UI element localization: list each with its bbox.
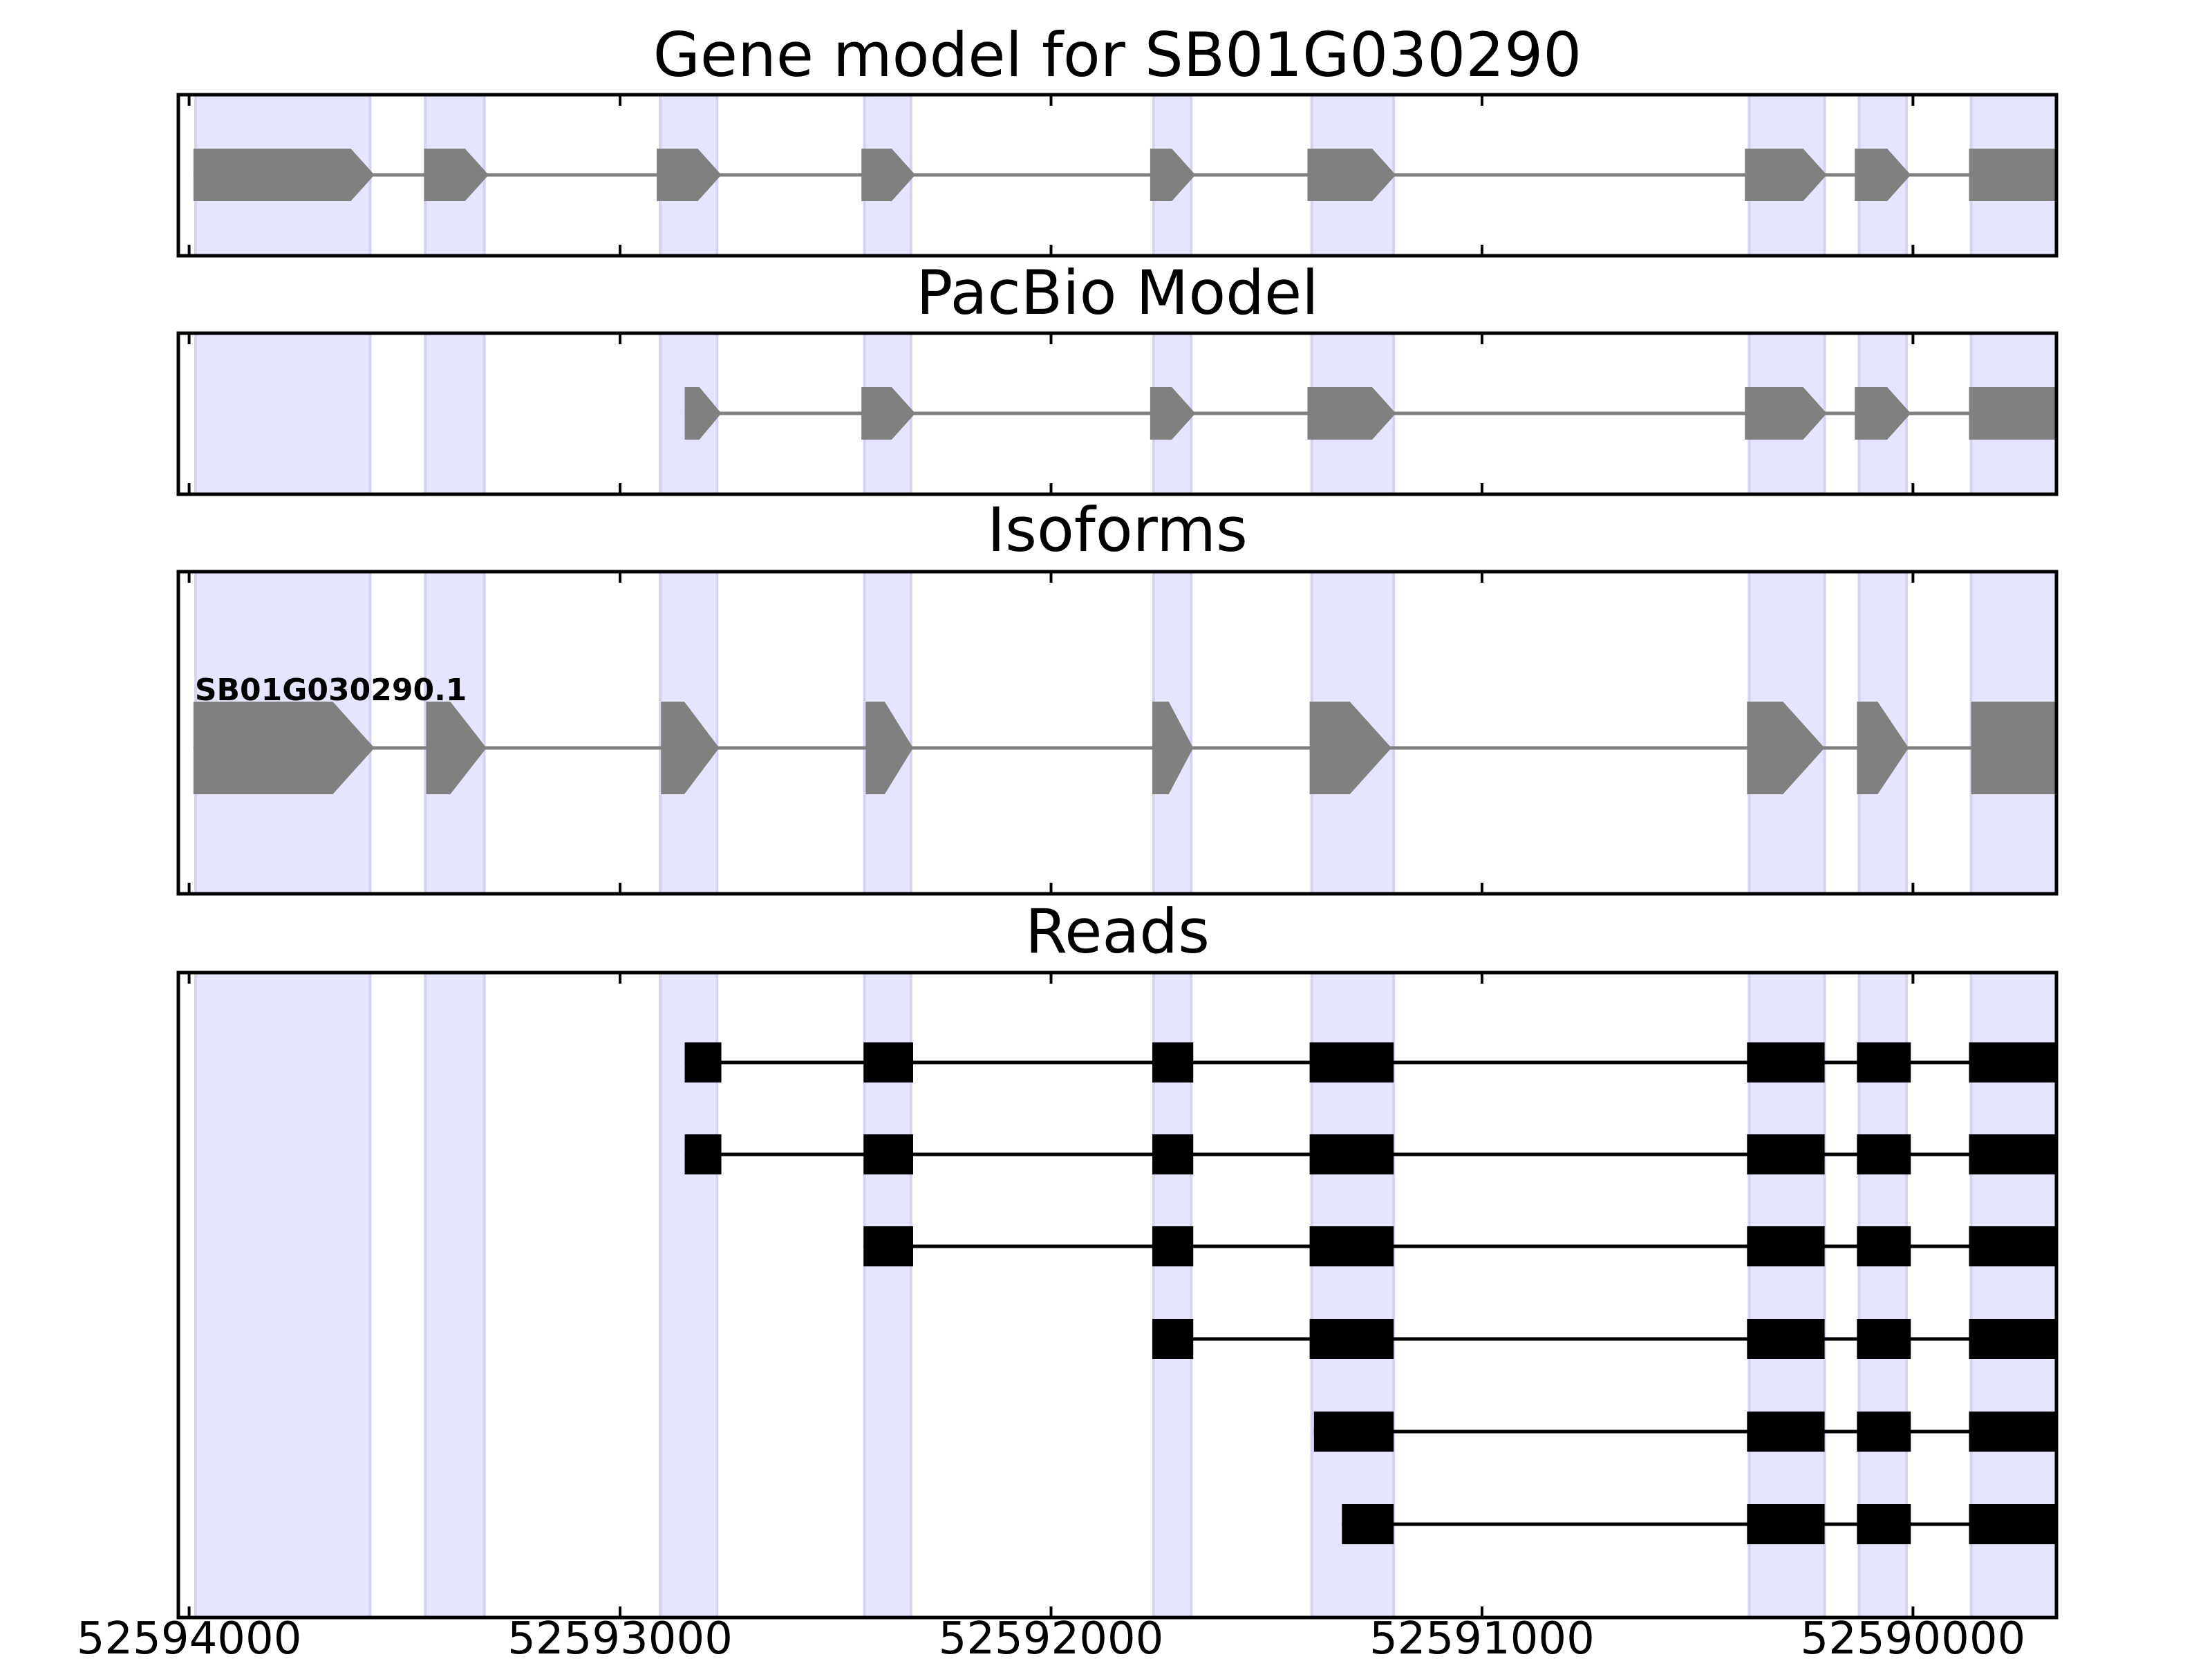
- x-tick-label: 52592000: [939, 1613, 1164, 1659]
- exon-arrow: [661, 702, 720, 794]
- pacbio-model-panel: PacBio Model: [176, 257, 2059, 496]
- exon-arrow: [193, 149, 375, 201]
- read-exon-block: [1342, 1504, 1394, 1544]
- read-exon-block: [1152, 1042, 1194, 1082]
- x-tick-label: 52594000: [77, 1613, 302, 1659]
- pacbio-model-title: PacBio Model: [916, 257, 1318, 328]
- read-exon-block: [1152, 1226, 1194, 1266]
- read-exon-block: [1309, 1319, 1394, 1359]
- exon-arrow: [1745, 387, 1827, 440]
- x-tick-label: 52591000: [1369, 1613, 1595, 1659]
- read-exon-block: [863, 1042, 913, 1082]
- exon-region-band: [194, 333, 372, 494]
- read-exon-block: [1747, 1504, 1825, 1544]
- exon-arrow: [193, 702, 375, 794]
- read-exon-block: [1857, 1134, 1911, 1174]
- exon-arrow: [1309, 702, 1392, 794]
- reads-panel: Reads: [176, 896, 2059, 1620]
- exon-arrow: [684, 387, 722, 440]
- read-exon-block: [1152, 1319, 1194, 1359]
- read-exon-block: [1969, 1042, 2056, 1082]
- gene-model-title: Gene model for SB01G030290: [653, 19, 1582, 91]
- read-exon-block: [1309, 1134, 1394, 1174]
- pacbio-model-frame: [176, 331, 2059, 496]
- isoforms-title: Isoforms: [987, 494, 1248, 565]
- gene-model-plot-area: [193, 95, 2056, 256]
- exon-arrow: [1307, 149, 1396, 201]
- isoform-label: SB01G030290.1: [195, 673, 467, 708]
- read-exon-block: [863, 1134, 913, 1174]
- read-exon-block: [1969, 1504, 2056, 1544]
- read-exon-block: [1747, 1412, 1825, 1452]
- exon-arrow: [1969, 387, 2056, 440]
- reads-transcript: [1342, 1504, 2056, 1544]
- exon-arrow: [1971, 702, 2056, 794]
- read-exon-block: [1857, 1504, 1911, 1544]
- read-exon-block: [1309, 1042, 1394, 1082]
- exon-arrow: [424, 149, 489, 201]
- reads-transcript: [1313, 1412, 2056, 1452]
- reads-frame: [176, 971, 2059, 1620]
- read-exon-block: [1747, 1134, 1825, 1174]
- reads-transcript: [684, 1042, 2056, 1082]
- read-exon-block: [684, 1042, 722, 1082]
- read-exon-block: [1857, 1412, 1911, 1452]
- reads-transcript: [863, 1226, 2056, 1266]
- exon-arrow: [861, 387, 916, 440]
- reads-transcript: [1152, 1319, 2056, 1359]
- read-exon-block: [1747, 1042, 1825, 1082]
- read-exon-block: [684, 1134, 722, 1174]
- reads-transcript: [684, 1134, 2056, 1174]
- read-exon-block: [1313, 1412, 1394, 1452]
- read-exon-block: [1152, 1134, 1194, 1174]
- gene-model-transcript: [193, 149, 2056, 201]
- exon-arrow: [1307, 387, 1396, 440]
- exon-arrow: [1969, 149, 2056, 201]
- exon-arrow: [426, 702, 487, 794]
- isoforms-panel: Isoforms SB01G030290.1: [176, 494, 2059, 896]
- x-tick-label: 52593000: [507, 1613, 733, 1659]
- isoforms-transcript: [193, 702, 2056, 794]
- pacbio-model-transcript: [684, 387, 2056, 440]
- isoforms-frame: [176, 570, 2059, 896]
- x-tick-label: 52590000: [1801, 1613, 2026, 1659]
- read-exon-block: [1747, 1319, 1825, 1359]
- pacbio-model-plot-area: [194, 333, 2056, 494]
- isoforms-plot-area: [193, 572, 2056, 894]
- read-exon-block: [1969, 1319, 2056, 1359]
- exon-region-band: [424, 973, 486, 1618]
- read-exon-block: [1309, 1226, 1394, 1266]
- exon-arrow: [1747, 702, 1825, 794]
- exon-arrow: [1855, 387, 1911, 440]
- read-exon-block: [1747, 1226, 1825, 1266]
- read-exon-block: [1969, 1412, 2056, 1452]
- exon-arrow: [1150, 149, 1196, 201]
- reads-title: Reads: [1025, 896, 1210, 967]
- read-exon-block: [1969, 1226, 2056, 1266]
- exon-arrow: [1745, 149, 1827, 201]
- exon-arrow: [1855, 149, 1911, 201]
- read-exon-block: [1969, 1134, 2056, 1174]
- gene-model-frame: [176, 93, 2059, 258]
- exon-arrow: [865, 702, 913, 794]
- read-exon-block: [863, 1226, 913, 1266]
- reads-plot-area: [194, 973, 2056, 1618]
- read-exon-block: [1857, 1226, 1911, 1266]
- exon-region-band: [194, 973, 372, 1618]
- exon-arrow: [861, 149, 916, 201]
- exon-arrow: [1857, 702, 1909, 794]
- exon-arrow: [657, 149, 722, 201]
- exon-arrow: [1150, 387, 1196, 440]
- gene-model-panel: Gene model for SB01G030290: [176, 19, 2059, 258]
- read-exon-block: [1857, 1042, 1911, 1082]
- exon-region-band: [424, 333, 486, 494]
- exon-arrow: [1152, 702, 1194, 794]
- read-exon-block: [1857, 1319, 1911, 1359]
